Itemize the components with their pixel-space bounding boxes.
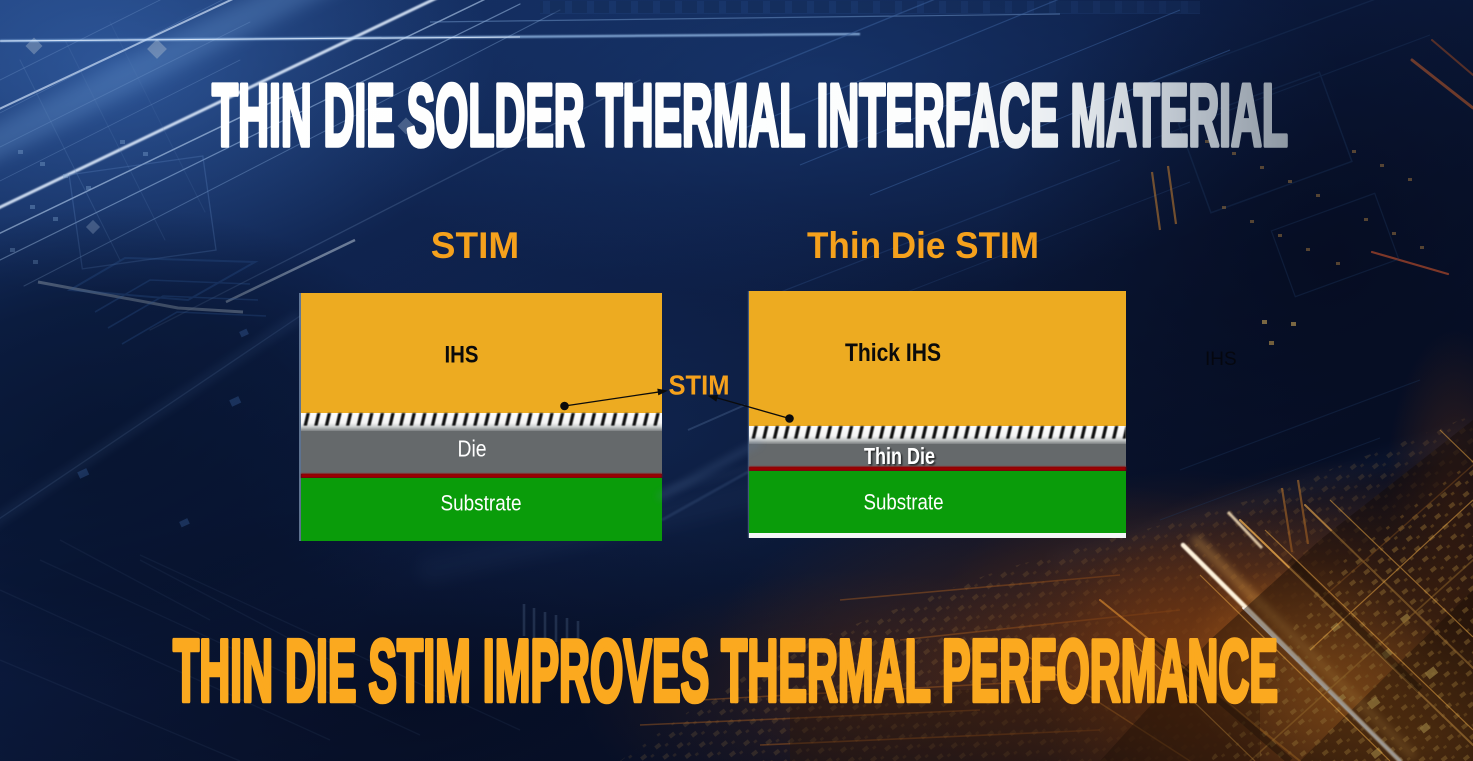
svg-text:THIN DIE SOLDER THERMAL INTERF: THIN DIE SOLDER THERMAL INTERFACE MATERI…	[212, 65, 1288, 164]
svg-text:Substrate: Substrate	[441, 491, 522, 516]
svg-text:Thin Die: Thin Die	[866, 445, 937, 471]
svg-text:STIM: STIM	[669, 370, 730, 401]
svg-text:THIN DIE STIM IMPROVES THERMAL: THIN DIE STIM IMPROVES THERMAL PERFORMAN…	[173, 621, 1278, 720]
svg-text:STIM: STIM	[431, 225, 519, 266]
svg-text:Thin Die STIM: Thin Die STIM	[807, 225, 1039, 266]
svg-text:Substrate: Substrate	[864, 490, 944, 515]
svg-text:Thin Die: Thin Die	[864, 443, 935, 469]
svg-text:IHS: IHS	[1205, 349, 1237, 370]
svg-text:Thick IHS: Thick IHS	[845, 339, 941, 367]
svg-text:IHS: IHS	[445, 342, 479, 369]
svg-text:Die: Die	[458, 436, 487, 462]
